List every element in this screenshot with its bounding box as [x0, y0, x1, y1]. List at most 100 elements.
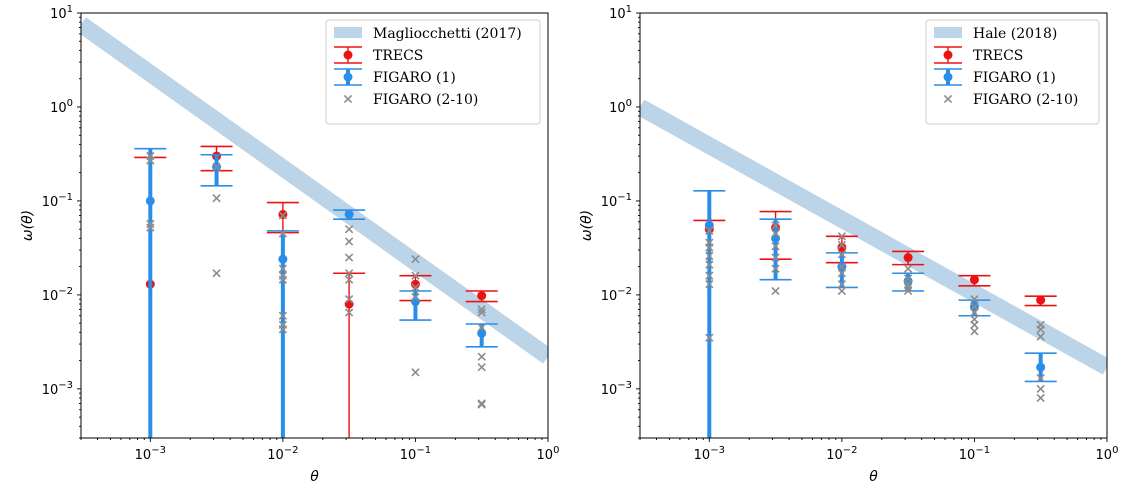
cross-marker [477, 363, 486, 372]
data-point [477, 328, 487, 338]
data-point [837, 242, 847, 252]
cross-marker [705, 280, 714, 289]
reference-band [640, 99, 1107, 375]
x-axis: 10−3 10−2 10−1 100 [639, 438, 1118, 463]
x-tick-label: 10−2 [267, 445, 298, 463]
x-axis-label: θ [869, 469, 878, 485]
y-axis-label: ω(θ) [579, 210, 595, 241]
legend-marker [943, 94, 953, 104]
cross-marker [1036, 384, 1045, 394]
legend: Magliocchetti (2017) TRECS FIGARO (1) FIGAR… [325, 19, 541, 125]
cross-marker [771, 242, 780, 251]
legend-box [325, 19, 541, 125]
cross-marker [146, 156, 155, 165]
series-figaro-2-10- [146, 151, 486, 409]
cross-marker [278, 229, 288, 238]
cross-marker [278, 211, 288, 220]
cross-marker [278, 275, 288, 284]
cross-marker [344, 269, 354, 278]
cross-marker [705, 243, 714, 252]
cross-marker [970, 295, 979, 304]
cross-marker [212, 269, 221, 278]
x-tick-label: 100 [537, 445, 560, 463]
cross-marker [771, 221, 780, 230]
y-tick-label: 10−1 [42, 192, 73, 210]
chart-panel-1: 10−3 10−2 10−1 100 10−3 10−2 10−1 100 101 θ ω(θ) Ma… [20, 4, 559, 485]
cross-marker [837, 232, 847, 241]
chart-panel-2: 10−3 10−2 10−1 100 10−3 10−2 10−1 100 101 θ ω(θ) Ha… [579, 4, 1118, 485]
legend-item: FIGARO (1) [334, 68, 456, 86]
cross-marker [212, 194, 221, 203]
legend-item: FIGARO (2-10) [343, 92, 478, 108]
cross-marker [146, 223, 155, 232]
y-tick-label: 101 [50, 4, 73, 22]
x-tick-label: 10−3 [135, 445, 166, 463]
cross-marker [970, 327, 979, 336]
legend-marker [943, 50, 953, 60]
data-point [903, 253, 913, 263]
cross-marker [411, 255, 420, 264]
data-point [145, 196, 155, 206]
y-axis-label: ω(θ) [20, 210, 36, 241]
data-point [969, 275, 979, 285]
cross-marker [771, 253, 780, 262]
cross-marker [903, 286, 913, 296]
cross-marker [477, 308, 486, 317]
data-point [344, 209, 354, 219]
legend-item: TRECS [334, 46, 423, 64]
cross-marker [411, 292, 420, 302]
cross-marker [1036, 332, 1045, 341]
y-axis: 10−3 10−2 10−1 100 101 [601, 4, 640, 439]
data-point [771, 233, 781, 243]
cross-marker [278, 264, 288, 273]
cross-marker [1036, 373, 1045, 383]
cross-marker [344, 253, 354, 262]
data-point [278, 209, 288, 219]
legend-box [925, 19, 1100, 125]
legend-item: Hale (2018) [934, 26, 1057, 42]
cross-marker [477, 400, 486, 409]
y-tick-label: 100 [50, 98, 73, 116]
x-tick-label: 10−1 [959, 445, 990, 463]
plot-area [81, 17, 548, 438]
cross-marker [705, 271, 714, 280]
series-figaro-1- [134, 147, 498, 438]
cross-marker [837, 240, 847, 250]
cross-marker [771, 286, 780, 296]
legend-marker [943, 72, 953, 82]
cross-marker [970, 308, 979, 317]
y-axis: 10−3 10−2 10−1 100 101 [42, 4, 81, 439]
cross-marker [477, 323, 486, 332]
data-point [1036, 362, 1046, 372]
legend-item: FIGARO (1) [934, 68, 1056, 86]
cross-marker [278, 311, 288, 320]
legend-label: TRECS [373, 48, 423, 64]
cross-marker [411, 283, 420, 292]
legend-label: FIGARO (1) [373, 70, 456, 86]
x-tick-label: 10−3 [694, 445, 725, 463]
y-tick-label: 100 [609, 98, 632, 116]
legend: Hale (2018) TRECS FIGARO (1) FIGARO (2-10) [925, 19, 1100, 125]
cross-marker [705, 226, 714, 236]
data-point [410, 279, 420, 289]
legend-swatch [334, 27, 362, 38]
axes-frame [80, 12, 549, 439]
legend-item: Magliocchetti (2017) [334, 26, 522, 42]
cross-marker [837, 250, 847, 259]
cross-marker [970, 320, 979, 330]
y-tick-label: 10−2 [601, 286, 632, 304]
legend-label: Hale (2018) [973, 26, 1057, 42]
cross-marker [903, 283, 913, 292]
cross-marker [837, 286, 847, 296]
plot-area [640, 99, 1107, 438]
cross-marker [705, 260, 714, 269]
x-axis: 10−3 10−2 10−1 100 [80, 438, 560, 463]
cross-marker [344, 308, 354, 317]
x-tick-label: 10−2 [826, 445, 857, 463]
data-point [477, 291, 487, 301]
y-tick-label: 10−3 [601, 380, 632, 398]
legend-label: FIGARO (2-10) [973, 92, 1078, 108]
cross-marker [344, 275, 354, 284]
legend-label: Magliocchetti (2017) [373, 26, 522, 42]
